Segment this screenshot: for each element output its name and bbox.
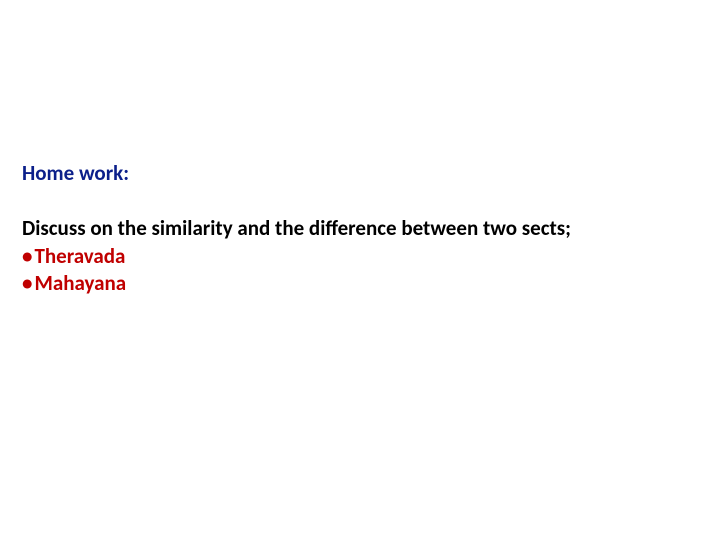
bullet-marker: • [22,243,32,270]
bullet-item: •Mahayana [22,270,698,297]
slide-body-line: Discuss on the similarity and the differ… [22,215,698,242]
bullet-marker: • [22,270,32,297]
slide: Home work: Discuss on the similarity and… [0,0,720,540]
bullet-item: •Theravada [22,243,698,270]
bullet-label: Theravada [34,243,125,269]
slide-heading: Home work: [22,160,698,187]
bullet-label: Mahayana [34,270,126,296]
